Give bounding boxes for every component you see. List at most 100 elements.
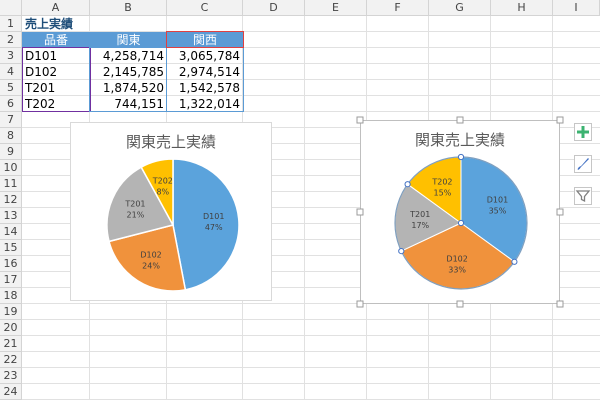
column-header-b[interactable]: B <box>90 0 167 16</box>
slice-percent: 8% <box>156 187 169 196</box>
grid-line <box>22 319 600 320</box>
cell-kanto[interactable]: 2,145,785 <box>102 65 164 79</box>
grid-line <box>22 95 600 96</box>
row-header[interactable]: 10 <box>0 160 22 176</box>
grid-line <box>22 127 600 128</box>
column-header-d[interactable]: D <box>243 0 305 16</box>
row-header[interactable]: 14 <box>0 224 22 240</box>
row-header[interactable]: 15 <box>0 240 22 256</box>
cell-kansai[interactable]: 1,322,014 <box>178 97 240 111</box>
row-header[interactable]: 16 <box>0 256 22 272</box>
slice-label: D102 <box>446 255 467 264</box>
row-header[interactable]: 12 <box>0 192 22 208</box>
grid-line <box>22 383 600 384</box>
row-header[interactable]: 18 <box>0 288 22 304</box>
grid-line <box>22 239 600 240</box>
slice-percent: 17% <box>411 221 429 230</box>
column-header-e[interactable]: E <box>305 0 367 16</box>
row-header[interactable]: 3 <box>0 48 22 64</box>
grid-line <box>22 47 600 48</box>
slice-percent: 33% <box>448 266 466 275</box>
pie-chart-2[interactable]: 関東売上実績 D101 35% D102 33% T201 17% T202 15% <box>360 120 560 304</box>
row-header[interactable]: 20 <box>0 320 22 336</box>
grid-line <box>22 111 600 112</box>
filter-icon <box>575 190 591 203</box>
cell-kansai[interactable]: 2,974,514 <box>178 65 240 79</box>
brush-icon <box>577 158 589 170</box>
slice-label: D102 <box>140 251 161 260</box>
cell-kanto[interactable]: 4,258,714 <box>102 49 164 63</box>
header-cell-kansai[interactable]: 関西 <box>167 32 243 48</box>
grid-line <box>22 351 600 352</box>
row-header[interactable]: 1 <box>0 16 22 32</box>
row-header[interactable]: 9 <box>0 144 22 160</box>
row-header[interactable]: 4 <box>0 64 22 80</box>
grid-line <box>22 223 600 224</box>
grid-line <box>22 63 600 64</box>
pie-slice-t202[interactable] <box>140 158 174 226</box>
cell-item[interactable]: D102 <box>25 65 58 79</box>
cell-kanto[interactable]: 744,151 <box>114 97 164 111</box>
row-header[interactable]: 6 <box>0 96 22 112</box>
row-header[interactable]: 2 <box>0 32 22 48</box>
pie-slice-d101[interactable] <box>172 158 240 291</box>
cell-kansai[interactable]: 1,542,578 <box>178 81 240 95</box>
select-all-corner[interactable] <box>0 0 22 16</box>
pie-plot: D101 47% D102 24% T201 21% T202 8% <box>106 158 240 292</box>
point-handle[interactable] <box>404 181 411 188</box>
grid-line <box>22 175 600 176</box>
row-header[interactable]: 8 <box>0 128 22 144</box>
point-handle[interactable] <box>398 248 405 255</box>
grid-line <box>22 255 600 256</box>
grid-line <box>304 16 305 400</box>
pie-chart-1[interactable]: 関東売上実績 D101 47% D102 24% T201 21% T202 8% <box>70 122 272 301</box>
chart-title[interactable]: 関東売上実績 <box>125 133 216 151</box>
slice-label: T201 <box>124 200 145 209</box>
row-header[interactable]: 21 <box>0 336 22 352</box>
row-header[interactable]: 19 <box>0 304 22 320</box>
pie-slice-t201[interactable] <box>106 166 175 243</box>
pie-slice-d102[interactable] <box>108 224 187 292</box>
pie-plot: D101 35% D102 33% T201 17% T202 15% <box>394 153 528 290</box>
chart-elements-button[interactable] <box>574 123 592 141</box>
chart-styles-button[interactable] <box>574 155 592 173</box>
column-header-h[interactable]: H <box>491 0 553 16</box>
row-header[interactable]: 11 <box>0 176 22 192</box>
header-cell-kanto[interactable]: 関東 <box>90 32 167 48</box>
row-header[interactable]: 13 <box>0 208 22 224</box>
slice-percent: 47% <box>205 223 223 232</box>
point-handle[interactable] <box>457 153 465 161</box>
grid-line <box>22 159 600 160</box>
row-header[interactable]: 7 <box>0 112 22 128</box>
column-header-c[interactable]: C <box>167 0 243 16</box>
grid-line <box>22 31 600 32</box>
row-header[interactable]: 22 <box>0 352 22 368</box>
header-cell-item[interactable]: 品番 <box>22 32 90 48</box>
grid-line <box>22 207 600 208</box>
column-header-g[interactable]: G <box>429 0 491 16</box>
cell-kanto[interactable]: 1,874,520 <box>102 81 164 95</box>
row-header[interactable]: 23 <box>0 368 22 384</box>
column-header-f[interactable]: F <box>367 0 429 16</box>
column-header-a[interactable]: A <box>22 0 90 16</box>
grid-line <box>22 191 600 192</box>
slice-percent: 21% <box>127 211 145 220</box>
grid-line <box>22 79 600 80</box>
row-header[interactable]: 5 <box>0 80 22 96</box>
cell-kansai[interactable]: 3,065,784 <box>178 49 240 63</box>
row-header[interactable]: 17 <box>0 272 22 288</box>
column-header-i[interactable]: I <box>553 0 600 16</box>
cell-item[interactable]: D101 <box>25 49 58 63</box>
table-title[interactable]: 売上実績 <box>25 17 74 31</box>
row-header[interactable]: 24 <box>0 384 22 400</box>
chart-title[interactable]: 関東売上実績 <box>414 131 505 149</box>
point-handle[interactable] <box>457 219 465 227</box>
cell-item[interactable]: T202 <box>25 97 56 111</box>
slice-percent: 24% <box>142 262 160 271</box>
chart-filters-button[interactable] <box>574 187 592 205</box>
cell-item[interactable]: T201 <box>25 81 56 95</box>
grid-line <box>22 335 600 336</box>
point-handle[interactable] <box>511 258 518 265</box>
grid-line <box>22 143 600 144</box>
